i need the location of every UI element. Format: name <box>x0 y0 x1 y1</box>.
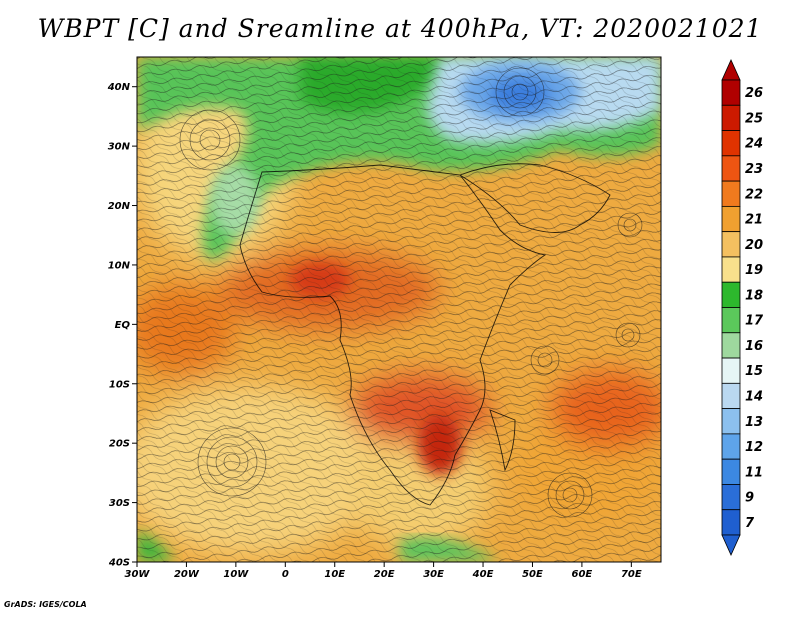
lat-tick-label: 30N <box>108 142 131 153</box>
lon-tick-label: 40E <box>472 569 494 580</box>
colorbar-swatch <box>721 307 741 334</box>
colorbar-label: 12 <box>745 440 763 455</box>
colorbar-label: 23 <box>745 162 763 177</box>
colorbar-swatch <box>721 231 741 258</box>
lat-tick-label: 10N <box>108 260 131 271</box>
colorbar-label: 24 <box>745 137 763 152</box>
colorbar-label: 18 <box>745 288 763 303</box>
credit-text: GrADS: IGES/COLA <box>4 600 87 609</box>
lon-tick-label: 30W <box>125 569 151 580</box>
colorbar-swatch <box>721 408 741 435</box>
lon-tick-label: 60E <box>572 569 593 580</box>
lon-tick-label: 0 <box>282 569 289 580</box>
lon-tick-label: 10W <box>223 569 249 580</box>
colorbar-label: 7 <box>745 516 755 531</box>
colorbar-label: 13 <box>745 415 763 430</box>
map-frame <box>136 56 662 563</box>
colorbar: 26 25 24 23 22 21 20 19 18 17 16 15 14 13 12 11 9 7 <box>721 59 764 556</box>
colorbar-label: 14 <box>745 389 763 404</box>
colorbar-label: 16 <box>745 339 763 354</box>
lon-tick-label: 50E <box>522 569 543 580</box>
colorbar-swatch <box>721 155 741 182</box>
lat-tick-label: 20S <box>109 439 130 450</box>
colorbar-swatch <box>721 281 741 308</box>
colorbar-bottom-arrow <box>721 534 741 556</box>
colorbar-label: 20 <box>745 238 763 253</box>
colorbar-label: 11 <box>745 465 763 480</box>
colorbar-label: 25 <box>745 111 763 126</box>
colorbar-swatch <box>721 332 741 359</box>
colorbar-swatch <box>721 458 741 485</box>
coastlines <box>239 163 611 506</box>
lon-tick-label: 70E <box>621 569 642 580</box>
colorbar-swatch <box>721 104 741 131</box>
lon-tick-label: 20W <box>174 569 200 580</box>
colorbar-swatch <box>721 433 741 460</box>
colorbar-swatch <box>721 205 741 233</box>
colorbar-label: 17 <box>745 314 764 329</box>
wbpt-shading <box>137 57 661 562</box>
lon-tick-label: 10E <box>324 569 345 580</box>
lat-tick-label: EQ <box>115 320 131 331</box>
colorbar-label: 9 <box>745 491 754 506</box>
colorbar-label: 19 <box>745 263 763 278</box>
colorbar-swatch <box>721 509 741 536</box>
colorbar-label: 15 <box>745 364 763 379</box>
colorbar-swatch <box>721 79 741 106</box>
lon-tick-label: 30E <box>423 569 444 580</box>
colorbar-swatch <box>721 484 741 511</box>
colorbar-label: 26 <box>745 86 763 101</box>
lat-tick-label: 20N <box>108 201 131 212</box>
colorbar-swatch <box>721 130 741 157</box>
lat-tick-label: 40N <box>107 82 131 93</box>
lat-tick-label: 30S <box>109 498 130 509</box>
colorbar-swatch <box>721 256 741 283</box>
lon-tick-label: 20E <box>374 569 395 580</box>
colorbar-label: 22 <box>745 187 763 202</box>
lat-tick-label: 40S <box>108 558 130 569</box>
lat-tick-label: 10S <box>109 379 130 390</box>
colorbar-label: 21 <box>745 213 763 228</box>
colorbar-swatch <box>721 180 741 207</box>
colorbar-top-arrow <box>721 59 741 81</box>
colorbar-swatch <box>721 382 741 410</box>
colorbar-swatch <box>721 357 741 384</box>
plot-title: WBPT [C] and Sreamline at 400hPa, VT: 20… <box>37 14 763 43</box>
